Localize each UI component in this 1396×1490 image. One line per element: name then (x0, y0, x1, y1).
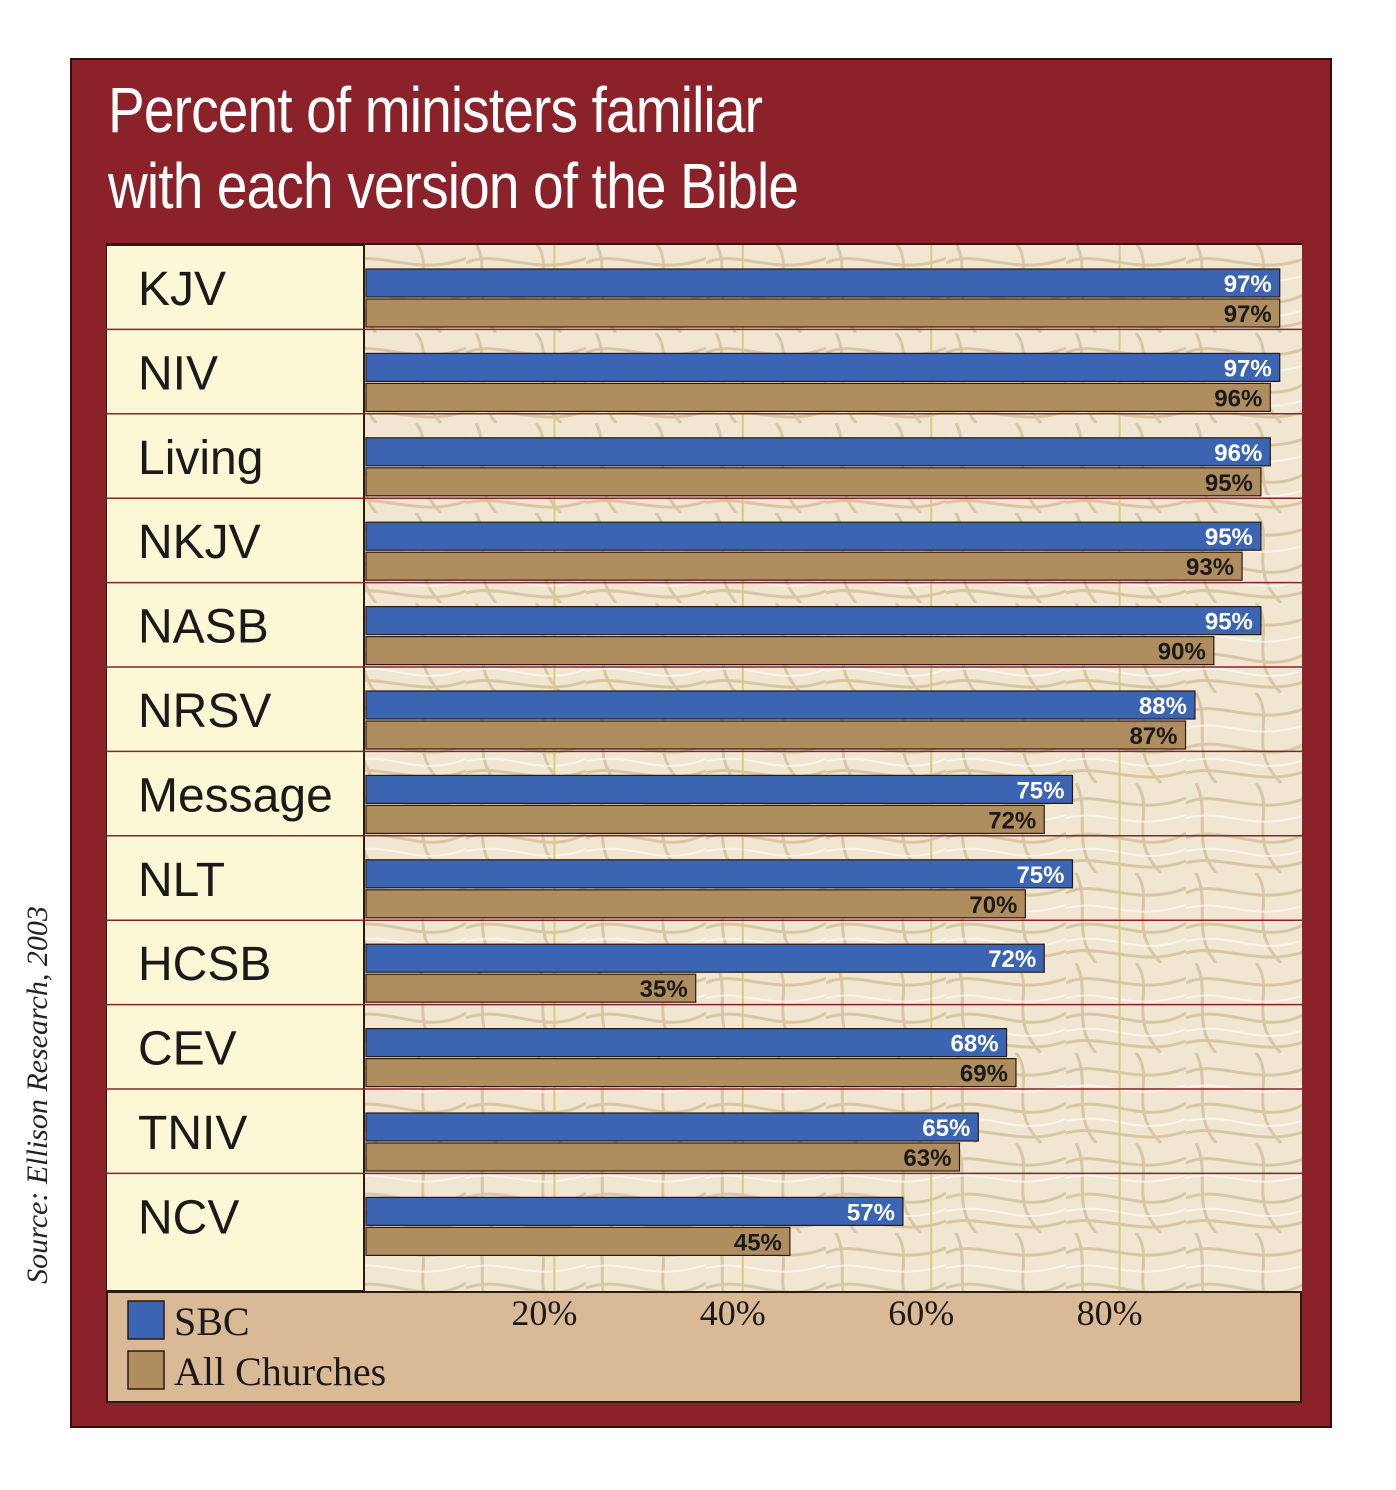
data-label: 57% (847, 1199, 895, 1226)
data-label: 69% (960, 1061, 1008, 1088)
bar-all-churches (365, 636, 1215, 666)
bar-all-churches (365, 889, 1027, 919)
data-label: 97% (1224, 355, 1272, 382)
bars: 97% 97% 97% 96% 96% 95% 95% 93% 95% 90% 88% 87% 75% 7… (365, 268, 1281, 1257)
bar-sbc (365, 352, 1281, 383)
bar-sbc (365, 1196, 904, 1227)
bar-sbc (365, 943, 1045, 973)
category-label: Living (138, 432, 263, 485)
data-label: 96% (1214, 440, 1262, 467)
category-label: NCV (138, 1191, 239, 1244)
bar-chart: 97% 97% 97% 96% 96% 95% 95% 93% 95% 90% 88% 87% 75% 7… (106, 244, 1302, 1394)
bar-all-churches (365, 551, 1243, 581)
data-label: 90% (1158, 639, 1206, 666)
data-label: 70% (969, 892, 1017, 919)
x-tick-label: 80% (1077, 1293, 1143, 1333)
data-label: 65% (922, 1115, 970, 1142)
source-note: Source: Ellison Research, 2003 (21, 906, 54, 1284)
legend: SBC All Churches (127, 1299, 386, 1394)
category-label: NRSV (138, 685, 271, 738)
axis-legend-panel (106, 1291, 1302, 1403)
bar-all-churches (365, 1226, 791, 1257)
bar-all-churches (365, 1057, 1017, 1088)
bar-all-churches (365, 720, 1187, 750)
data-label: 95% (1205, 470, 1253, 497)
bar-sbc (365, 268, 1281, 298)
data-label: 68% (951, 1031, 999, 1058)
label-column (106, 244, 365, 1292)
legend-label: All Churches (174, 1349, 386, 1394)
bar-all-churches (365, 382, 1271, 412)
data-label: 63% (903, 1145, 951, 1172)
legend-label: SBC (174, 1299, 250, 1344)
bar-sbc (365, 606, 1262, 636)
data-label: 88% (1139, 693, 1187, 720)
bar-sbc (365, 1112, 979, 1142)
x-tick-labels: 20% 40% 60% 80% (511, 1293, 1142, 1333)
bar-all-churches (365, 973, 697, 1003)
category-label: Message (138, 769, 333, 822)
data-label: 75% (1016, 862, 1064, 889)
bar-all-churches (365, 298, 1281, 328)
data-label: 95% (1205, 609, 1253, 636)
data-label: 72% (988, 946, 1036, 973)
bar-sbc (365, 521, 1262, 551)
data-label: 97% (1224, 271, 1272, 298)
data-label: 95% (1205, 524, 1253, 551)
category-label: NIV (138, 347, 218, 400)
bar-all-churches (365, 1142, 961, 1172)
data-label: 75% (1016, 777, 1064, 804)
category-label: KJV (138, 263, 226, 316)
bar-all-churches (365, 467, 1262, 497)
category-label: NKJV (138, 516, 261, 569)
x-tick-label: 60% (888, 1293, 954, 1333)
data-label: 72% (988, 807, 1036, 834)
category-label: NASB (138, 601, 269, 654)
data-label: 35% (640, 976, 688, 1003)
row-separators (106, 328, 1302, 1175)
data-label: 45% (734, 1229, 782, 1256)
bar-sbc (365, 690, 1196, 720)
bar-sbc (365, 1027, 1008, 1058)
legend-swatch-sbc (127, 1300, 165, 1340)
category-label: CEV (138, 1023, 237, 1076)
bar-sbc (365, 774, 1074, 805)
bar-sbc (365, 437, 1271, 467)
data-label: 87% (1129, 723, 1177, 750)
data-label: 96% (1214, 385, 1262, 412)
data-label: 93% (1186, 554, 1234, 581)
x-tick-label: 20% (511, 1293, 577, 1333)
bar-all-churches (365, 804, 1045, 835)
category-labels: KJV NIV Living NKJV NASB NRSV Message NLT HCSB CE… (138, 263, 333, 1244)
data-label: 97% (1224, 301, 1272, 328)
x-tick-label: 40% (700, 1293, 766, 1333)
category-label: NLT (138, 854, 225, 907)
bar-sbc (365, 859, 1074, 889)
category-label: HCSB (138, 938, 271, 991)
category-label: TNIV (138, 1107, 247, 1160)
legend-swatch-all-churches (127, 1350, 165, 1390)
chart-title: Percent of ministers familiar with each … (108, 74, 799, 222)
